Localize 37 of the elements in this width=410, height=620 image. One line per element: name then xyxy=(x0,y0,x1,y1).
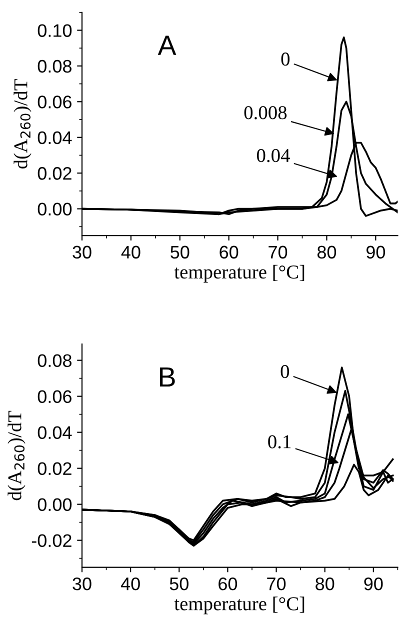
x-tick-label: 80 xyxy=(317,246,336,259)
y-tick-label: 0.10 xyxy=(38,24,72,37)
y-tick-label: 0.08 xyxy=(38,354,72,368)
x-tick-label: 90 xyxy=(366,246,386,259)
x-tick-label: 50 xyxy=(170,246,190,259)
y-axis-title: d(A$_{260}$)/dT xyxy=(14,79,32,169)
annotation: 0 xyxy=(280,365,290,378)
annotation: 0.008 xyxy=(244,106,287,120)
x-tick-label: 80 xyxy=(316,578,334,590)
x-tick-label: 30 xyxy=(72,578,92,590)
x-axis-title: temperature [°C] xyxy=(174,596,304,614)
y-tick-label: 0.04 xyxy=(38,131,72,144)
y-tick-label: 0.06 xyxy=(38,390,72,404)
annotation: 0.1 xyxy=(268,435,291,448)
y-tick-label: 0.08 xyxy=(38,60,72,73)
x-tick-label: 90 xyxy=(364,578,383,590)
y-tick-label: 0.04 xyxy=(38,426,72,440)
x-tick-label: 30 xyxy=(72,246,92,259)
x-tick-label: 40 xyxy=(120,578,140,590)
annotation: A xyxy=(158,36,176,55)
y-tick-label: 0.00 xyxy=(38,498,72,512)
y-tick-label: 0.06 xyxy=(38,96,72,108)
y-tick-label: 0.02 xyxy=(38,462,72,476)
y-axis-title: d(A$_{260}$)/dT xyxy=(8,410,26,500)
y-tick-label: 0.02 xyxy=(38,167,72,180)
x-tick-label: 50 xyxy=(170,578,188,590)
x-tick-label: 60 xyxy=(220,246,238,259)
x-tick-label: 60 xyxy=(218,578,238,590)
y-tick-label: -0.02 xyxy=(32,534,72,548)
annotation: B xyxy=(160,367,175,387)
y-tick-label: 0.00 xyxy=(38,202,72,216)
annotation: 0 xyxy=(281,52,290,66)
x-tick-label: 40 xyxy=(121,246,140,259)
x-tick-label: 70 xyxy=(267,578,286,590)
x-axis-title: temperature [°C] xyxy=(174,264,304,283)
annotation: 0.04 xyxy=(256,148,290,162)
x-tick-label: 70 xyxy=(268,246,288,259)
